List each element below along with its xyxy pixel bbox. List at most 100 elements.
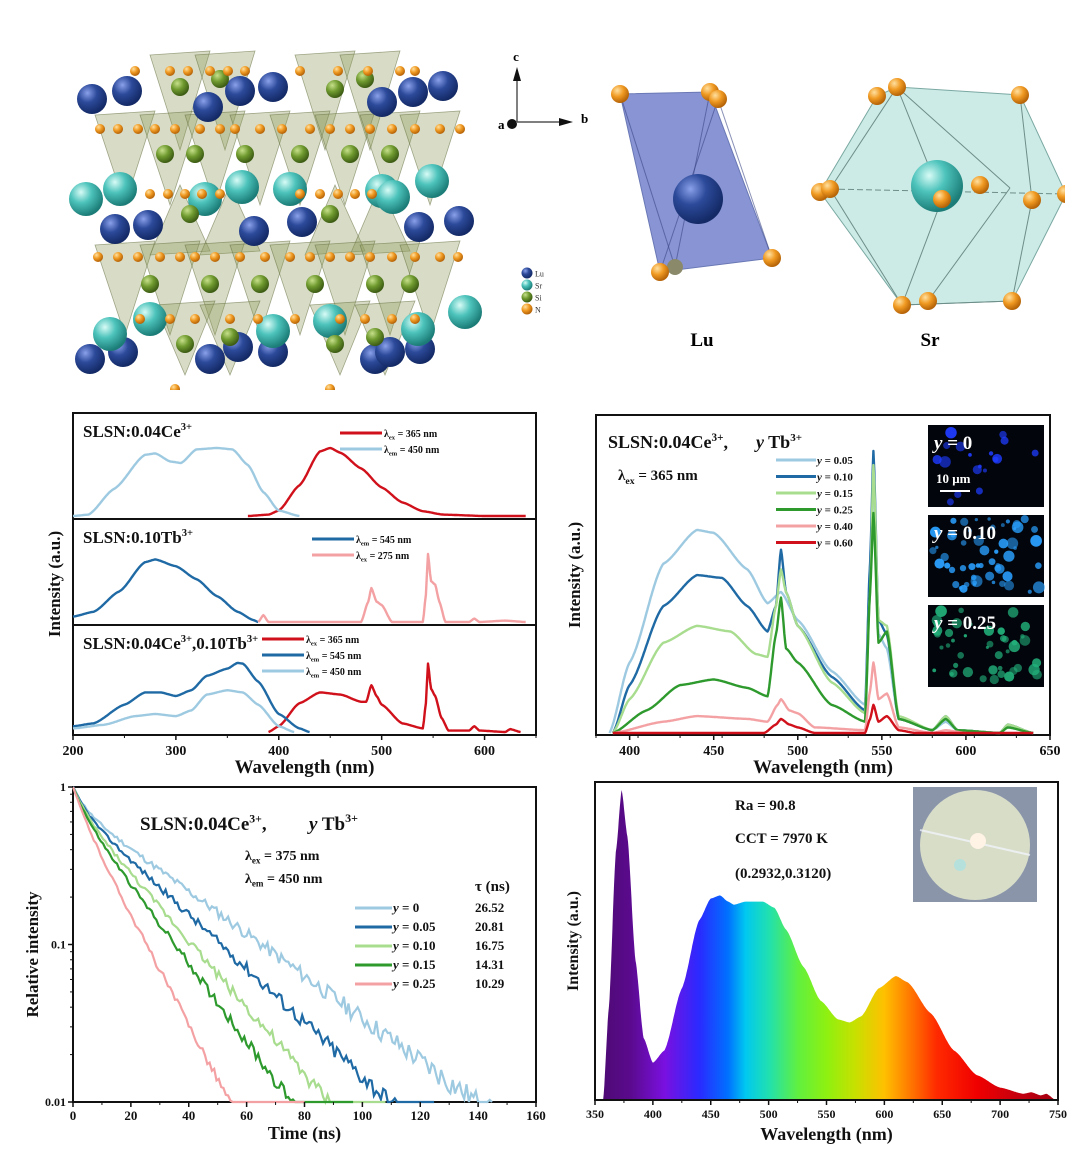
ra-annotation: Ra = 90.8 — [735, 798, 796, 814]
n-atom — [367, 189, 377, 199]
lu-atom — [239, 216, 269, 246]
n-atom — [363, 66, 373, 76]
x-tick-label: 140 — [468, 1108, 488, 1123]
wled-panel: 350 400 450 500 550 600 650 700 750 Wavelength (n… — [550, 775, 1080, 1155]
subpanel-title: SLSN:0.04Ce3+ — [83, 422, 192, 441]
legend-swatch-sr — [521, 279, 533, 291]
particle — [985, 645, 989, 649]
particle — [992, 453, 1003, 464]
n-atom — [350, 189, 360, 199]
particle — [962, 666, 974, 678]
particle — [1030, 535, 1042, 547]
n-atom — [410, 66, 420, 76]
n-atom — [113, 252, 123, 262]
n-atom — [253, 314, 263, 324]
particle — [1000, 436, 1009, 445]
x-axis-title: Time (ns) — [268, 1123, 341, 1144]
particle — [952, 580, 960, 589]
series-line — [72, 446, 300, 518]
n-atom — [190, 252, 200, 262]
n-atom — [410, 314, 420, 324]
x-tick-label: 80 — [298, 1108, 311, 1123]
particle — [988, 558, 996, 566]
particle — [935, 545, 939, 550]
particle — [999, 430, 1007, 439]
particle — [933, 630, 941, 638]
n-atom — [130, 66, 140, 76]
x-tick-label: 20 — [124, 1108, 137, 1123]
particle — [973, 535, 984, 546]
x-tick-label: 650 — [1040, 744, 1061, 759]
si-n4-tetrahedron — [314, 240, 376, 337]
subpanel-1: SLSN:0.04Ce3+ λex = 365 nm λem = 450 nm — [72, 412, 537, 520]
crystal-structure-panel: c a b Lu Sr Si N — [20, 15, 1075, 394]
particle — [1027, 589, 1032, 594]
reflection — [954, 859, 966, 871]
series-line — [257, 552, 526, 624]
x-tick-label: 350 — [586, 1107, 604, 1121]
particle — [994, 651, 1003, 660]
n-atom — [93, 252, 103, 262]
lu-atom — [112, 76, 142, 106]
particle — [947, 530, 957, 541]
legend-label-lu: Lu — [535, 270, 544, 279]
lu-atom — [398, 77, 428, 107]
decay-curve — [72, 786, 493, 1104]
legend-label: y = 0.15 — [815, 488, 853, 500]
legend-label: λem = 545 nm — [356, 535, 412, 548]
series-line — [72, 689, 295, 734]
x-tick-label: 600 — [474, 744, 495, 759]
scalebar-label: 10 μm — [936, 471, 971, 486]
excitation-annotation: λex = 375 nm — [245, 849, 320, 866]
particle — [951, 638, 955, 643]
particle — [944, 562, 951, 569]
particle — [975, 563, 981, 568]
axis-c-label: c — [513, 49, 519, 64]
n-atom — [333, 189, 343, 199]
particle — [948, 566, 956, 574]
si-atom — [321, 205, 339, 223]
x-tick-label: 450 — [702, 1107, 720, 1121]
particle — [972, 465, 982, 475]
sr-polyhedron — [811, 78, 1075, 314]
si-atom — [326, 80, 344, 98]
sr-atom — [376, 180, 410, 214]
n-atom — [165, 314, 175, 324]
decay-curve — [71, 786, 305, 1104]
n-atom — [215, 189, 225, 199]
particle — [983, 625, 995, 636]
particle — [957, 652, 965, 659]
particle — [987, 517, 991, 521]
x-tick-label: 0 — [70, 1108, 77, 1123]
n-atom — [333, 66, 343, 76]
n-atom — [230, 124, 240, 134]
particle — [1031, 449, 1039, 457]
si-atom — [401, 275, 419, 293]
n-atom — [170, 124, 180, 134]
n-atom — [360, 314, 370, 324]
sr-atom — [448, 295, 482, 329]
n-atom — [180, 189, 190, 199]
si-n4-tetrahedron — [399, 110, 461, 207]
particle — [939, 645, 944, 650]
n-atom — [133, 252, 143, 262]
particle — [958, 607, 964, 614]
particle — [974, 517, 978, 522]
lu-octahedron — [611, 83, 781, 281]
micrograph-inset: y = 0.10 — [928, 515, 1045, 597]
series-line — [612, 661, 967, 735]
lu-atom — [404, 212, 434, 242]
series-line — [247, 446, 526, 518]
particle — [979, 675, 987, 683]
particle — [963, 634, 967, 638]
particle — [1019, 635, 1031, 646]
decay-chart: 0.01 0.1 1 0 20 40 60 80 100 120 140 160 Time (ns) Re… — [23, 780, 546, 1144]
lu-atom — [444, 206, 474, 236]
si-atom — [366, 275, 384, 293]
x-tick-label: 600 — [875, 1107, 893, 1121]
n-atom — [435, 124, 445, 134]
particle — [1013, 546, 1017, 550]
sr-atom — [313, 304, 347, 338]
legend-label: λex = 365 nm — [384, 429, 438, 442]
plot-frame — [595, 414, 1051, 736]
